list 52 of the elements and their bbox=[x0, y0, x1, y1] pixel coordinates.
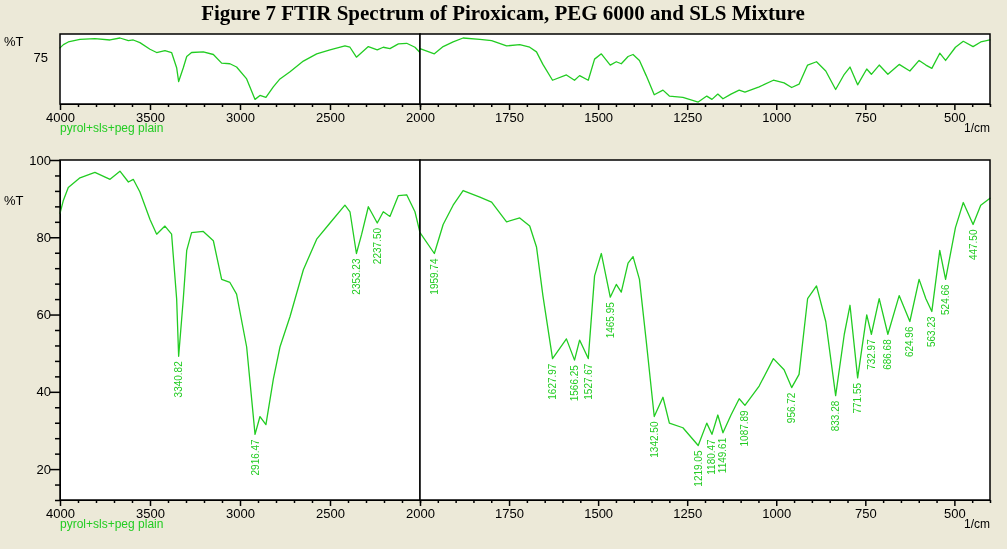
annotation: 1527.67 bbox=[582, 363, 594, 400]
y-tick-label: 100 bbox=[29, 152, 51, 168]
y-tick-label: 20 bbox=[36, 461, 51, 477]
annotation: 1959.74 bbox=[428, 258, 440, 295]
annotation: 771.55 bbox=[852, 382, 864, 414]
annotation: 447.50 bbox=[967, 229, 979, 261]
annotation: 833.28 bbox=[830, 400, 842, 432]
annotation: 1627.97 bbox=[547, 363, 559, 400]
annotation: 1342.50 bbox=[648, 421, 660, 458]
x-tick-label: 2000 bbox=[406, 506, 435, 522]
x-tick-label: 2500 bbox=[316, 110, 345, 126]
annotation: 2237.50 bbox=[371, 227, 383, 265]
x-tick-label: 750 bbox=[854, 506, 877, 522]
annotation: 2353.23 bbox=[350, 258, 362, 295]
annotation: 1087.89 bbox=[739, 409, 751, 447]
x-tick-label: 750 bbox=[854, 110, 877, 126]
annotation: 624.96 bbox=[904, 326, 916, 358]
x-tick-label: 1000 bbox=[762, 506, 792, 522]
x-tick-label: 1000 bbox=[762, 110, 792, 126]
annotation: 563.23 bbox=[926, 316, 938, 348]
x-tick-label: 1500 bbox=[584, 110, 614, 126]
x-axis-title: 1/cm bbox=[963, 517, 990, 531]
annotation: 3340.82 bbox=[173, 360, 185, 398]
annotation: 1219.05 bbox=[692, 450, 704, 487]
annotation: 1465.95 bbox=[604, 301, 616, 339]
x-tick-label: 1750 bbox=[495, 110, 525, 126]
x-axis-title: 1/cm bbox=[963, 121, 990, 135]
y-axis-title: %T bbox=[4, 34, 24, 50]
annotation: 2916.47 bbox=[249, 438, 261, 476]
annotation: 1149.61 bbox=[717, 437, 729, 474]
x-tick-label: 2000 bbox=[406, 110, 435, 126]
annotation: 956.72 bbox=[786, 392, 798, 424]
y-tick-label: 80 bbox=[36, 229, 51, 245]
y-axis-title: %T bbox=[4, 192, 24, 208]
x-tick-label: 500 bbox=[944, 110, 966, 126]
x-tick-label: 3000 bbox=[226, 110, 255, 126]
x-tick-label: 1250 bbox=[673, 110, 703, 126]
x-tick-label: 1500 bbox=[584, 506, 614, 522]
x-tick-label: 2500 bbox=[316, 506, 345, 522]
annotation: 732.97 bbox=[865, 338, 877, 370]
annotation: 686.68 bbox=[882, 338, 894, 370]
annotation: 524.66 bbox=[940, 283, 952, 315]
text: 75 bbox=[33, 50, 48, 66]
y-tick-label: 60 bbox=[36, 307, 51, 323]
y-tick-label: 40 bbox=[36, 384, 51, 400]
x-tick-label: 500 bbox=[944, 506, 966, 522]
text: Figure 7 FTIR Spectrum of Piroxicam, PEG 6000 and SLS Mixture bbox=[201, 1, 805, 25]
annotation: 1566.25 bbox=[569, 364, 581, 402]
annotation: 1180.47 bbox=[706, 438, 718, 475]
x-tick-label: 3000 bbox=[226, 506, 255, 522]
x-tick-label: 1250 bbox=[673, 506, 703, 522]
x-tick-label: 1750 bbox=[495, 506, 525, 522]
